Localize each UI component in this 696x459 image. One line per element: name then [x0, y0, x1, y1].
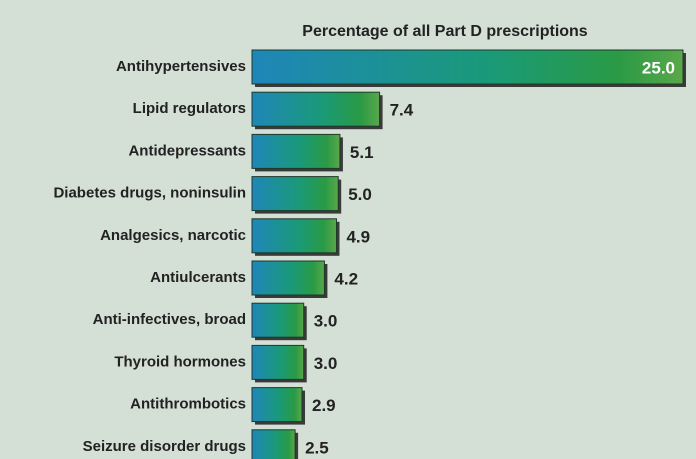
category-label: Antihypertensives: [116, 58, 246, 75]
chart-subtitle: Percentage of all Part D prescriptions: [302, 23, 588, 40]
bar: [251, 133, 341, 169]
bar: [251, 176, 339, 212]
category-label: Antithrombotics: [130, 396, 246, 413]
bar: [251, 429, 296, 459]
bar: [251, 260, 325, 296]
bar: [251, 344, 305, 380]
value-label: 4.2: [334, 269, 358, 288]
value-label: 5.0: [348, 185, 372, 204]
value-label: 3.0: [314, 312, 338, 331]
category-label: Analgesics, narcotic: [100, 227, 246, 244]
bar: [251, 302, 305, 338]
value-label: 2.5: [305, 438, 329, 457]
value-label: 7.4: [390, 101, 414, 120]
value-label: 3.0: [314, 354, 338, 373]
category-label: Antidepressants: [128, 142, 246, 159]
category-label: Anti-infectives, broad: [93, 311, 246, 328]
category-label: Diabetes drugs, noninsulin: [53, 185, 246, 202]
bar: [251, 218, 337, 254]
bar: [251, 91, 381, 127]
category-label: Lipid regulators: [133, 100, 246, 117]
category-label: Thyroid hormones: [114, 353, 246, 370]
bar: [251, 387, 303, 423]
bar: [251, 49, 684, 85]
value-label: 2.9: [312, 396, 336, 415]
value-label: 5.1: [350, 143, 374, 162]
value-label: 25.0: [642, 58, 675, 77]
category-label: Antiulcerants: [150, 269, 246, 286]
value-label: 4.9: [346, 227, 370, 246]
category-label: Seizure disorder drugs: [83, 438, 246, 455]
